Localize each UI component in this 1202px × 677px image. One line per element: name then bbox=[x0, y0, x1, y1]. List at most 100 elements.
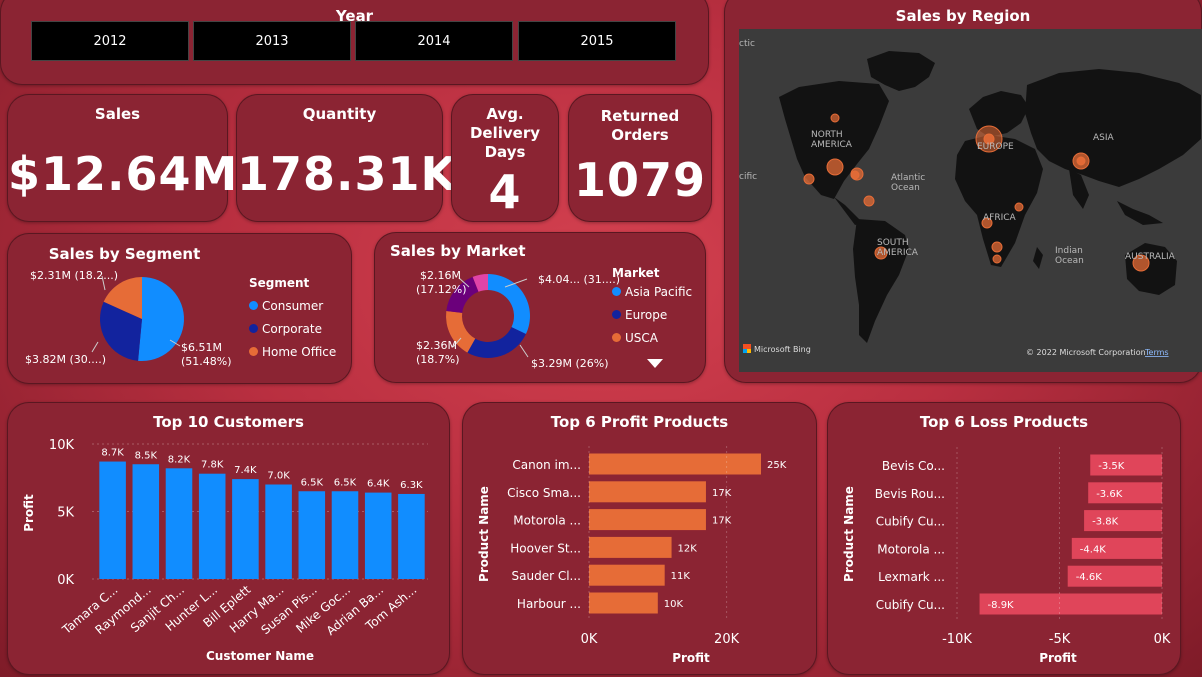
legend-scroll-down-icon[interactable] bbox=[647, 359, 663, 369]
kpi-returned-title: Returned Orders bbox=[569, 107, 711, 145]
bar-data-label: 6.4K bbox=[367, 479, 390, 490]
loss-products-title: Top 6 Loss Products bbox=[919, 413, 1089, 431]
svg-text:cific: cific bbox=[739, 172, 757, 182]
world-map[interactable]: ctic NORTH AMERICA EUROPE ASIA cific Atla… bbox=[739, 29, 1202, 372]
segment-legend-item-corporate[interactable]: Corporate bbox=[249, 317, 336, 340]
y-axis-title: Product Name bbox=[842, 486, 856, 582]
segment-legend-label: Consumer bbox=[262, 298, 324, 313]
bar-data-label: 7.4K bbox=[234, 465, 257, 476]
product-bar[interactable] bbox=[589, 592, 658, 614]
segment-slice-home-office[interactable] bbox=[103, 277, 142, 319]
x-axis-title: Profit bbox=[1039, 651, 1077, 665]
bar-data-label: -3.8K bbox=[1092, 517, 1119, 528]
customer-bar[interactable] bbox=[331, 491, 359, 579]
customer-bar[interactable] bbox=[398, 493, 425, 579]
map-attribution: Microsoft Bing bbox=[754, 345, 811, 354]
year-button-2015[interactable]: 2015 bbox=[518, 21, 676, 61]
customer-bar[interactable] bbox=[364, 492, 392, 579]
corporate-dot-icon bbox=[249, 324, 258, 333]
market-label-latam-value: $2.16M bbox=[420, 269, 461, 282]
market-legend-item-asia-pacific[interactable]: Asia Pacific bbox=[612, 280, 692, 303]
bar-data-label: -3.6K bbox=[1096, 489, 1123, 500]
market-legend-label: Asia Pacific bbox=[625, 284, 693, 299]
year-button-2012[interactable]: 2012 bbox=[31, 21, 189, 61]
bar-data-label: 12K bbox=[678, 543, 698, 554]
x-tick-label: 20K bbox=[714, 632, 740, 647]
bar-data-label: 8.7K bbox=[101, 448, 124, 459]
kpi-returned-title-line: Orders bbox=[611, 126, 669, 144]
market-label-europe: $3.29M (26%) bbox=[531, 357, 609, 370]
product-bar[interactable] bbox=[1088, 482, 1162, 504]
x-tick-label: -10K bbox=[942, 632, 972, 647]
bar-data-label: -3.5K bbox=[1098, 461, 1125, 472]
market-slice[interactable] bbox=[467, 327, 526, 358]
year-button-2014[interactable]: 2014 bbox=[355, 21, 513, 61]
segment-legend-item-home-office[interactable]: Home Office bbox=[249, 340, 336, 363]
product-bar[interactable] bbox=[1090, 454, 1162, 476]
segment-legend-item-consumer[interactable]: Consumer bbox=[249, 294, 336, 317]
customer-bar[interactable] bbox=[198, 473, 226, 579]
segment-legend-label: Corporate bbox=[262, 321, 322, 336]
segment-legend: Segment Consumer Corporate Home Office bbox=[249, 276, 336, 363]
region-bubbles[interactable] bbox=[803, 113, 1150, 272]
kpi-delivery-value: 4 bbox=[488, 165, 522, 219]
market-slice[interactable] bbox=[446, 310, 476, 353]
customer-bar[interactable] bbox=[99, 461, 126, 579]
customer-bar[interactable] bbox=[232, 479, 259, 579]
y-tick-label: 10K bbox=[49, 438, 75, 453]
profit-products-panel: Top 6 Profit Products Canon im... 25K Cisc… bbox=[462, 402, 817, 675]
market-legend-item-europe[interactable]: Europe bbox=[612, 303, 692, 326]
product-bar[interactable] bbox=[1071, 537, 1162, 559]
profit-products-bar-chart: Canon im... 25K Cisco Sma... 17K Motorola ..… bbox=[477, 446, 787, 665]
usca-dot-icon bbox=[612, 333, 621, 342]
product-bar[interactable] bbox=[1067, 565, 1162, 587]
market-slice[interactable] bbox=[446, 276, 479, 313]
segment-slice-consumer[interactable] bbox=[138, 277, 185, 361]
asia-pacific-dot-icon bbox=[612, 287, 621, 296]
market-slice[interactable] bbox=[488, 274, 530, 335]
profit-products-title: Top 6 Profit Products bbox=[550, 413, 729, 431]
loss-products-panel: Top 6 Loss Products Bevis Co... -3.5K Bevi… bbox=[827, 402, 1181, 675]
product-bar[interactable] bbox=[589, 509, 706, 531]
segment-title: Sales by Segment bbox=[48, 245, 201, 263]
market-leader-line bbox=[519, 344, 529, 358]
y-tick-label: Hoover St... bbox=[510, 541, 581, 555]
y-tick-label: Cubify Cu... bbox=[876, 515, 945, 529]
market-legend-label: Europe bbox=[625, 307, 668, 322]
product-bar[interactable] bbox=[589, 481, 706, 503]
y-axis-title: Product Name bbox=[477, 486, 491, 582]
region-map-panel: Sales by Region bbox=[724, 0, 1202, 383]
x-tick-label: -5K bbox=[1049, 632, 1071, 647]
bar-data-label: 10K bbox=[664, 599, 684, 610]
year-button-2013[interactable]: 2013 bbox=[193, 21, 351, 61]
product-bar[interactable] bbox=[589, 536, 672, 558]
bar-data-label: 8.5K bbox=[135, 450, 158, 461]
customer-bar[interactable] bbox=[298, 491, 326, 579]
customer-bar[interactable] bbox=[132, 464, 160, 579]
map-terms-link[interactable]: Terms bbox=[1144, 348, 1169, 357]
customer-bar[interactable] bbox=[265, 484, 292, 580]
svg-text:ctic: ctic bbox=[739, 39, 755, 49]
product-bar[interactable] bbox=[1084, 510, 1162, 532]
product-bar[interactable] bbox=[589, 564, 665, 586]
market-legend-title: Market bbox=[612, 266, 660, 280]
product-bar[interactable] bbox=[589, 453, 761, 475]
segment-slice-corporate[interactable] bbox=[100, 301, 142, 361]
y-tick-label: Lexmark ... bbox=[878, 570, 945, 584]
segment-label-home-office: $2.31M (18.2...) bbox=[30, 269, 118, 282]
market-slice[interactable] bbox=[472, 274, 488, 292]
segment-label-corporate: $3.82M (30....) bbox=[25, 353, 106, 366]
product-bar[interactable] bbox=[979, 593, 1162, 615]
map-label-south-america: SOUTH AMERICA bbox=[877, 238, 919, 258]
bar-data-label: 17K bbox=[712, 488, 732, 499]
bar-data-label: 8.2K bbox=[168, 454, 191, 465]
customer-bar[interactable] bbox=[165, 468, 193, 579]
market-leader-line bbox=[458, 277, 470, 288]
segment-label-consumer-pct: (51.48%) bbox=[181, 355, 232, 368]
kpi-sales-title: Sales bbox=[94, 105, 141, 123]
map-label-north-america: NORTH AMERICA bbox=[811, 130, 853, 150]
x-tick-label: 0K bbox=[581, 632, 598, 647]
market-legend-item-usca[interactable]: USCA bbox=[612, 326, 692, 349]
segment-leader-line bbox=[101, 275, 106, 291]
